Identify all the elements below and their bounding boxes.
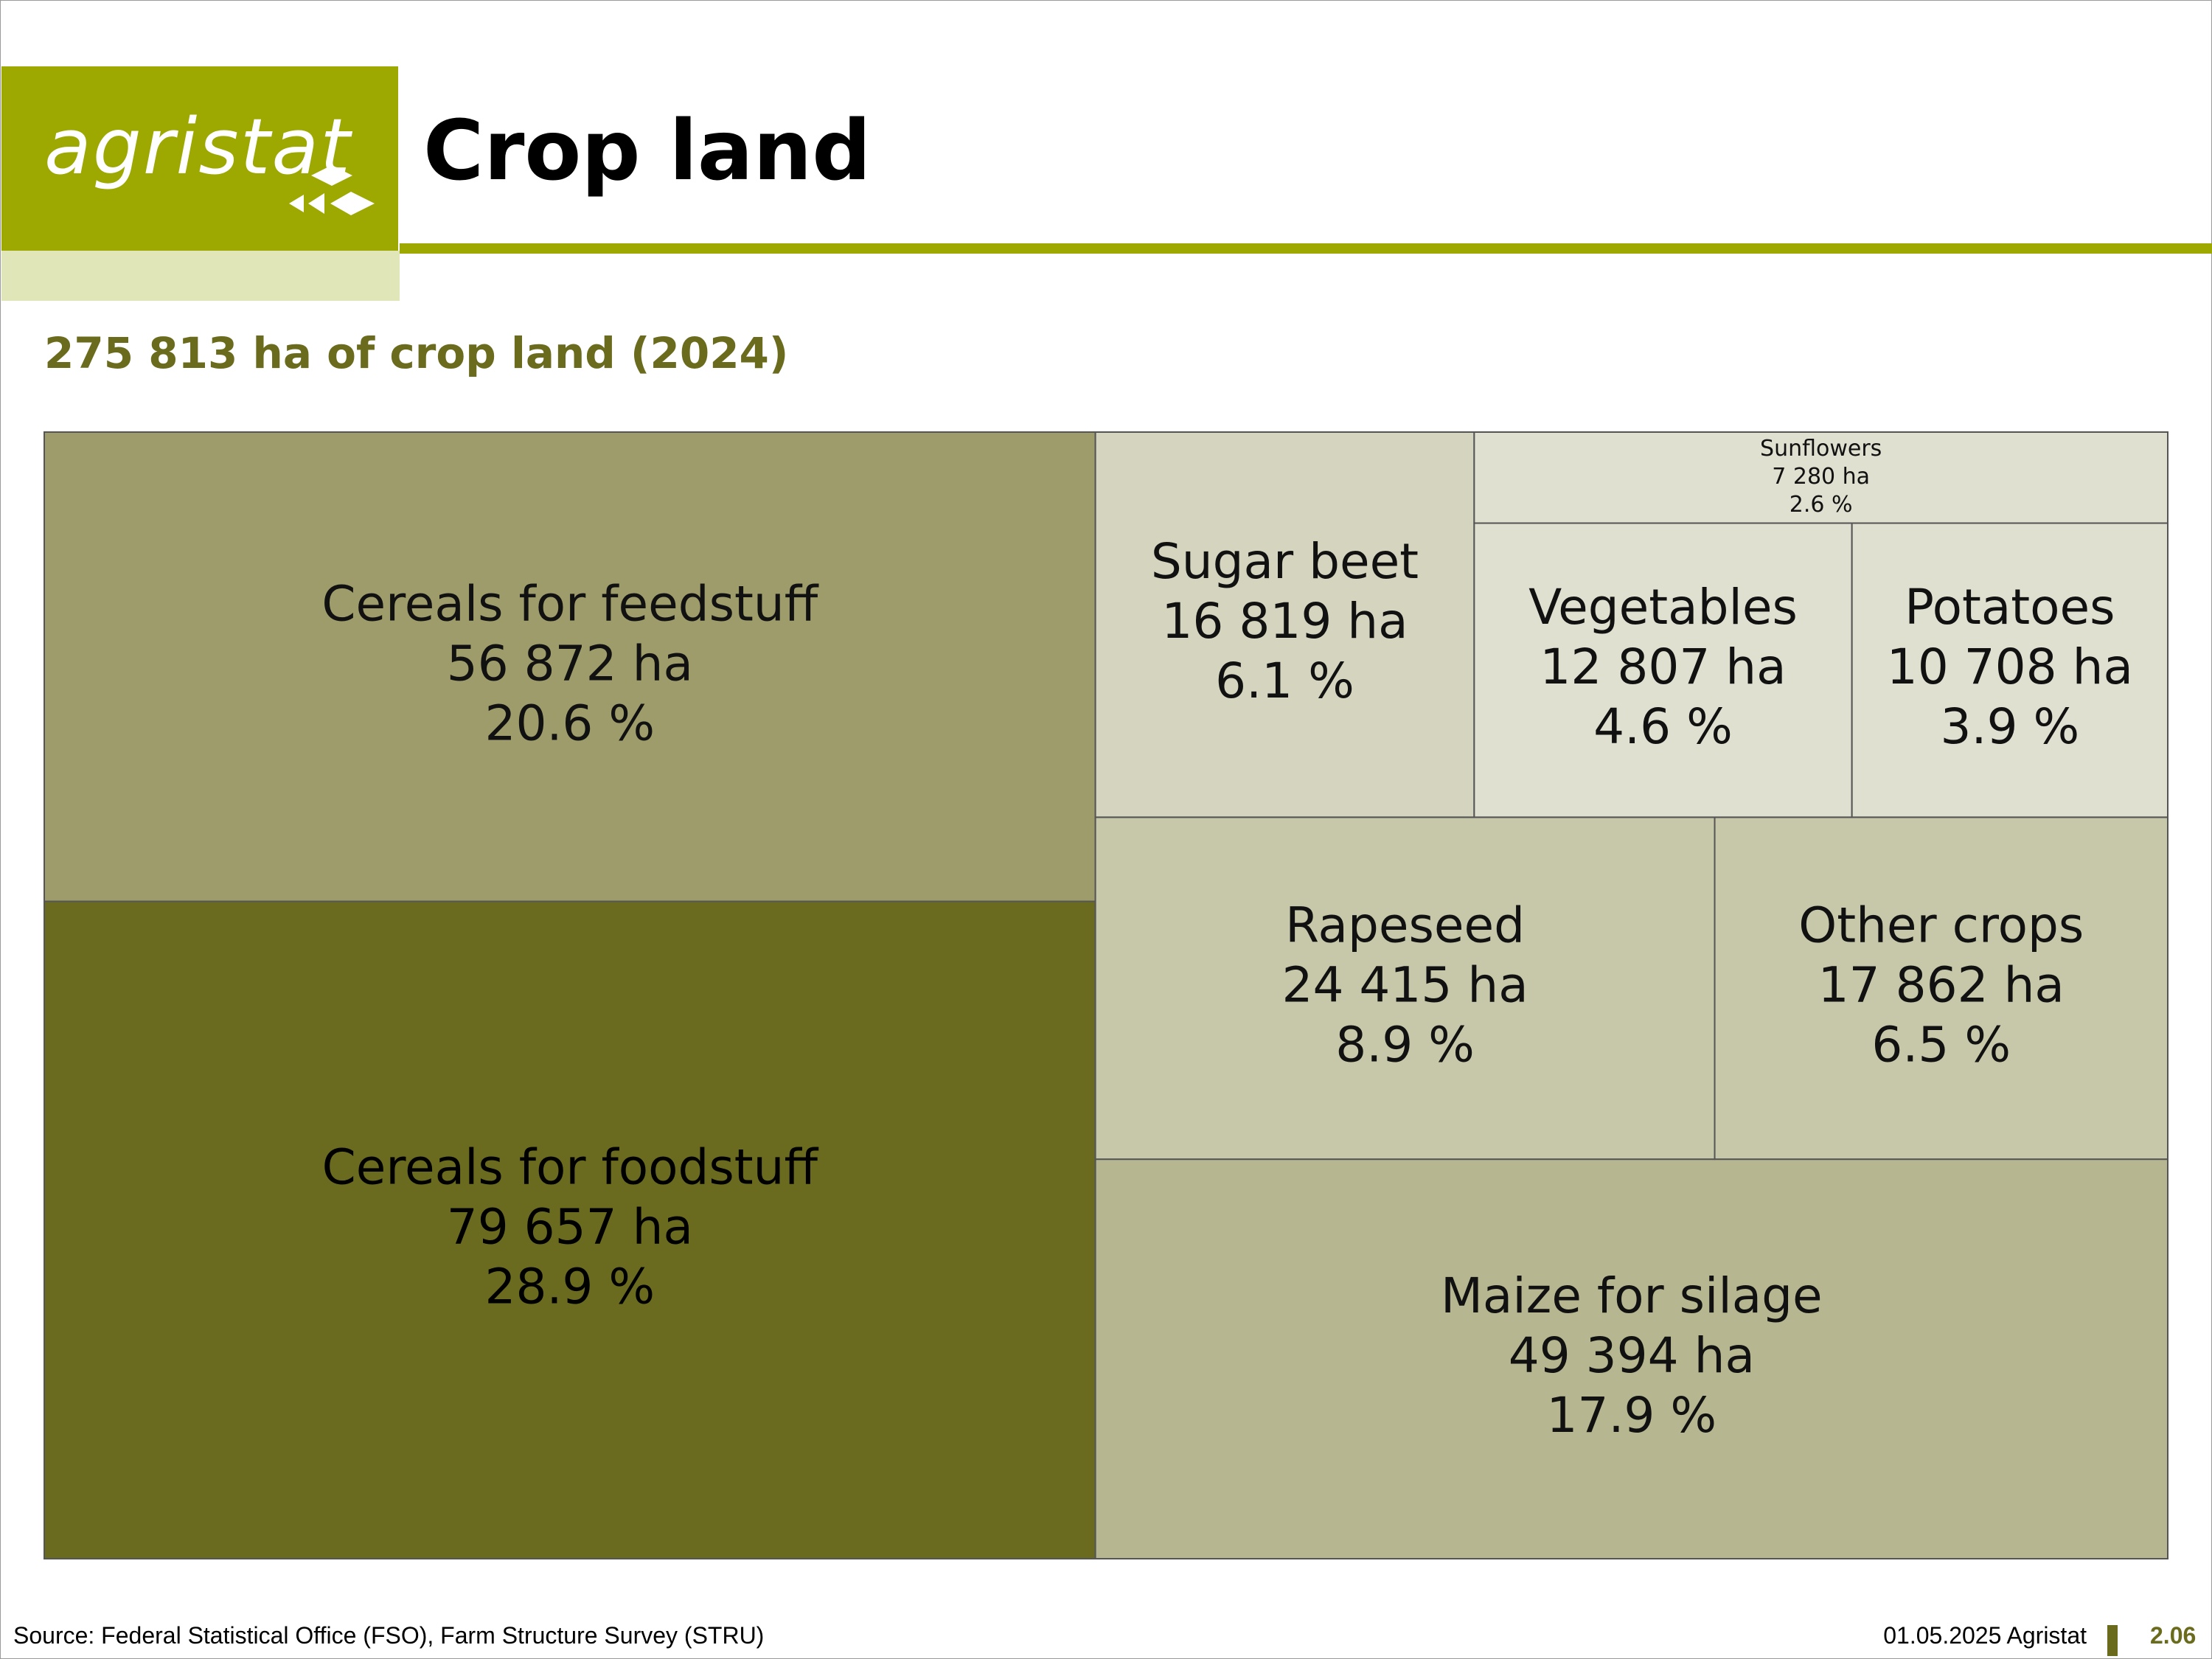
treemap-rect xyxy=(1094,1158,2168,1559)
treemap-rect xyxy=(1094,816,1716,1161)
cell-percent: 2.6 % xyxy=(1790,492,1853,518)
cell-value: 10 708 ha xyxy=(1887,639,2133,695)
page-title: Crop land xyxy=(423,103,872,199)
treemap-rect xyxy=(1714,816,2168,1161)
cell-value: 49 394 ha xyxy=(1509,1327,1755,1384)
cell-label: Other crops xyxy=(1798,897,2084,953)
cell-value: 56 872 ha xyxy=(447,635,693,692)
cell-label: Rapeseed xyxy=(1285,897,1525,953)
cell-label: Potatoes xyxy=(1905,579,2115,636)
cell-percent: 28.9 % xyxy=(484,1258,655,1315)
treemap-rect xyxy=(44,431,1096,902)
cell-percent: 6.1 % xyxy=(1215,653,1354,709)
logo-diamond-icon xyxy=(289,165,375,215)
cell-percent: 3.9 % xyxy=(1941,698,2080,755)
cell-label: Cereals for foodstuff xyxy=(322,1138,819,1195)
cell-label: Maize for silage xyxy=(1441,1267,1823,1324)
page-number: 2.06 xyxy=(2150,1622,2197,1649)
cell-value: 7 280 ha xyxy=(1772,464,1870,490)
cell-value: 17 862 ha xyxy=(1818,956,2065,1013)
cell-percent: 17.9 % xyxy=(1546,1387,1717,1444)
cell-value: 79 657 ha xyxy=(447,1198,693,1255)
title-underline xyxy=(400,243,2212,254)
treemap-rect xyxy=(1473,522,1853,818)
cell-percent: 6.5 % xyxy=(1871,1016,2011,1073)
logo-block xyxy=(1,66,398,251)
treemap-rect xyxy=(44,900,1096,1559)
cell-percent: 20.6 % xyxy=(484,695,655,751)
cell-value: 12 807 ha xyxy=(1540,639,1786,695)
logo-accent-band xyxy=(1,251,400,301)
treemap-rect xyxy=(1094,431,1475,818)
footer-divider xyxy=(2107,1625,2118,1656)
cell-label: Sunflowers xyxy=(1760,436,1882,462)
cell-label: Cereals for feedstuff xyxy=(321,575,818,632)
chart-subtitle: 275 813 ha of crop land (2024) xyxy=(44,328,789,378)
cell-value: 16 819 ha xyxy=(1161,593,1408,650)
source-note: Source: Federal Statistical Office (FSO)… xyxy=(13,1622,765,1649)
cell-value: 24 415 ha xyxy=(1281,956,1528,1013)
footer-date: 01.05.2025 Agristat xyxy=(1883,1622,2087,1649)
cell-percent: 8.9 % xyxy=(1335,1016,1475,1073)
logo-text: agristat xyxy=(44,102,352,192)
cell-label: Sugar beet xyxy=(1151,533,1419,590)
cell-percent: 4.6 % xyxy=(1593,698,1733,755)
treemap-rect xyxy=(1851,522,2168,818)
treemap-rect xyxy=(1473,431,2168,524)
cell-label: Vegetables xyxy=(1528,579,1798,636)
